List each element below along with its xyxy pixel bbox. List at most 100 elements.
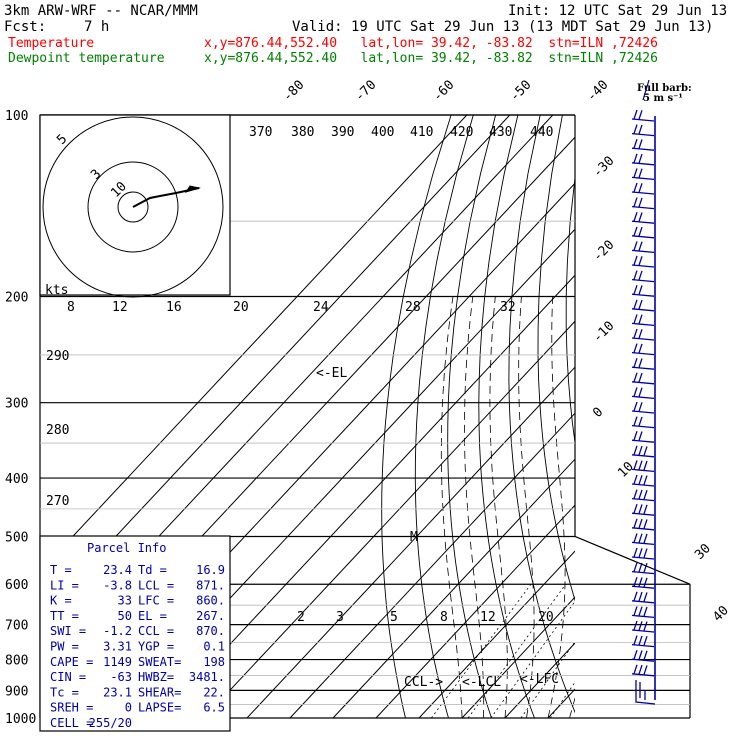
wind-barb-staff — [631, 483, 655, 487]
wind-barb-flag — [638, 299, 643, 310]
mixing-ratio-label: 5 — [390, 610, 398, 625]
dry-adiabat — [447, 115, 497, 719]
parcel-label: TT = — [50, 609, 79, 623]
parcel-label: CIN = — [50, 670, 86, 684]
mixing-ratio-label: 3 — [336, 610, 344, 625]
lcl-annotation: <-LCL — [462, 675, 501, 690]
wind-barb-staff — [631, 264, 655, 268]
wind-barb — [631, 635, 655, 648]
wind-barb-staff — [631, 395, 655, 400]
wind-barb-flag — [638, 460, 643, 470]
wind-barb-flag — [638, 372, 643, 383]
wind-barb-flag — [638, 285, 643, 295]
parcel-value: 871. — [196, 578, 225, 592]
wind-barb — [631, 328, 655, 341]
pressure-label: 300 — [5, 397, 28, 412]
wind-barb-staff — [631, 351, 655, 356]
parcel-label: CELL = — [50, 716, 93, 730]
pressure-label: 800 — [5, 654, 28, 669]
legend-dewpoint: Dewpoint temperature — [8, 51, 165, 66]
wind-barb-flag — [638, 110, 643, 120]
wind-barb-flag — [638, 226, 643, 237]
wind-barb — [631, 606, 655, 619]
wind-barb-flag — [638, 562, 643, 573]
pressure-label: 400 — [5, 472, 28, 487]
temp-location: x,y=876.44,552.40 lat,lon= 39.42, -83.82… — [204, 36, 658, 51]
wind-barb-staff — [631, 585, 655, 589]
dry-adiabat — [620, 115, 740, 718]
wind-barb-flag — [633, 416, 638, 426]
theta-left-label: 270 — [46, 494, 69, 509]
dry-adiabat — [694, 115, 740, 718]
pressure-label: 900 — [5, 684, 28, 699]
wind-barb-staff — [631, 147, 655, 151]
hodo-speed-label: 8 — [67, 300, 75, 315]
theta-label: 440 — [530, 125, 553, 140]
isotherm — [547, 688, 575, 719]
wind-barb-flag — [633, 430, 638, 441]
wind-barb — [631, 387, 655, 400]
isotherm — [332, 458, 575, 719]
theta-label: 390 — [331, 125, 354, 140]
wind-barb-flag — [633, 474, 638, 485]
wind-barb — [631, 299, 655, 312]
wind-barb-flag — [643, 650, 648, 661]
right-temp-label: -10 — [590, 319, 617, 346]
wind-barb-flag — [643, 592, 648, 602]
wind-barb-flag — [633, 649, 638, 660]
wind-barb-staff — [631, 629, 655, 633]
wind-barb-flag — [643, 519, 648, 529]
wind-barb-flag — [633, 284, 638, 295]
wind-barb-staff — [631, 322, 655, 327]
wind-barb-flag — [638, 504, 643, 514]
theta-left-label: 280 — [46, 423, 69, 438]
wind-barb-flag — [638, 168, 643, 178]
parcel-value: 255/20 — [89, 716, 132, 730]
wind-barb-flag — [643, 665, 648, 675]
dry-adiabat — [565, 173, 575, 446]
wind-barb-flag — [633, 168, 638, 178]
wind-barbs — [631, 79, 656, 705]
wind-barb-flag — [638, 241, 643, 251]
wind-barb — [631, 547, 655, 560]
parcel-label: SHEAR= — [138, 685, 181, 699]
wind-barb — [631, 460, 655, 473]
theta-left-label: 290 — [46, 349, 69, 364]
wind-barb — [631, 211, 655, 224]
wind-barb-flag — [638, 548, 643, 558]
wind-barb-flag — [643, 577, 648, 588]
wind-barb — [631, 153, 655, 166]
wind-barb-flag — [633, 401, 638, 412]
parcel-label: YGP = — [138, 640, 174, 654]
parcel-value: 6.5 — [203, 701, 225, 715]
wind-barb-flag — [643, 533, 648, 544]
hodograph-arrow — [184, 185, 201, 193]
annotations: <-EL CCL-> <-LCL <-LFC M — [316, 366, 559, 690]
pressure-label: 200 — [5, 291, 28, 306]
parcel-label: HWBZ= — [138, 670, 174, 684]
wind-barb-staff — [631, 410, 655, 414]
top-temp-label: -40 — [584, 78, 611, 105]
wind-barb-flag — [633, 664, 638, 675]
parcel-label: LI = — [50, 578, 79, 592]
parcel-value: 198 — [203, 655, 225, 669]
wind-barb-staff — [631, 658, 655, 662]
wind-barb-flag — [633, 211, 638, 222]
m-annotation: M — [410, 530, 418, 545]
el-annotation: <-EL — [316, 366, 347, 381]
dewpoint-profile — [583, 115, 639, 713]
wind-barb — [631, 138, 655, 151]
wind-barb-staff — [631, 643, 655, 648]
wind-barb-flag — [633, 314, 638, 324]
parcel-value: 870. — [196, 624, 225, 638]
isotherm — [375, 504, 575, 719]
wind-barb — [631, 474, 655, 487]
wind-barb-flag — [643, 621, 648, 631]
wind-barb-flag — [633, 533, 638, 543]
wind-barb-flag — [643, 475, 648, 485]
hodo-speed-label: 24 — [313, 300, 329, 315]
wind-barb — [631, 430, 655, 443]
wind-barb-flag — [643, 460, 648, 471]
moist-adiabat — [613, 297, 700, 719]
theta-label: 410 — [410, 125, 433, 140]
